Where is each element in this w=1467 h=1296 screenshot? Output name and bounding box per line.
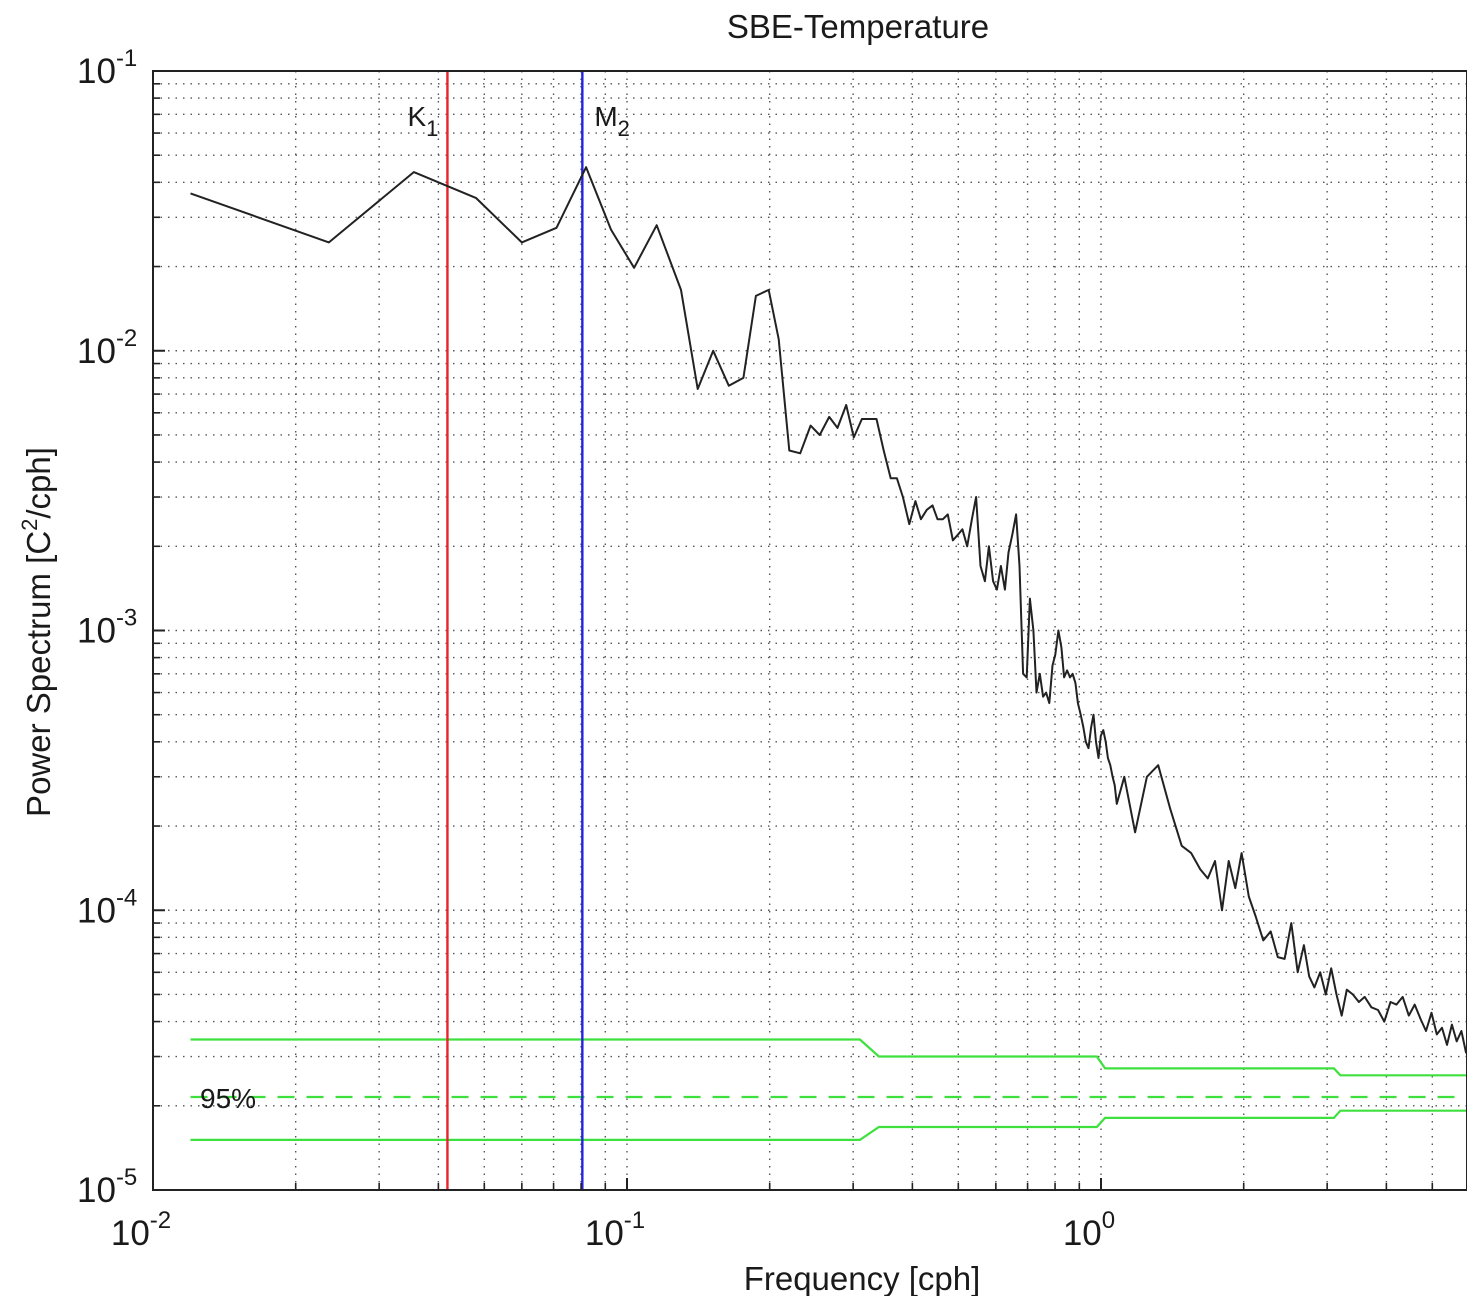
y-tick-label: 10-1 <box>77 45 137 91</box>
x-tick-label: 10-1 <box>585 1207 645 1253</box>
y-axis-label-tail: /cph] <box>20 447 57 519</box>
y-axis-label-sup: 2 <box>17 519 42 531</box>
y-tick-label: 10-3 <box>77 605 137 651</box>
y-tick-label: 10-4 <box>77 884 137 930</box>
x-tick-label: 100 <box>1063 1207 1115 1253</box>
y-axis-label-base: Power Spectrum [C <box>20 531 57 817</box>
reference-lines: K1 M2 <box>407 71 630 1190</box>
confidence-upper-line <box>190 1038 1467 1077</box>
chart-title: SBE-Temperature <box>727 8 989 45</box>
y-tick-label: 10-5 <box>77 1164 137 1210</box>
x-axis-label: Frequency [cph] <box>744 1260 981 1296</box>
axes: 10-2 10-1 100 10-1 10-2 10-3 10-4 10-5 <box>77 45 1467 1253</box>
confidence-band: 95% <box>190 1038 1467 1142</box>
grid <box>153 71 1467 1190</box>
spectrum-line <box>190 166 1467 1054</box>
reference-label-k1: K1 <box>407 101 438 141</box>
x-tick-label: 10-2 <box>111 1207 171 1253</box>
series-layer <box>190 166 1467 1054</box>
confidence-label: 95% <box>200 1083 256 1114</box>
y-tick-label: 10-2 <box>77 325 137 371</box>
y-axis-label: Power Spectrum [C2/cph] <box>17 447 57 817</box>
confidence-lower-line <box>190 1109 1467 1142</box>
reference-label-m2: M2 <box>594 101 630 141</box>
